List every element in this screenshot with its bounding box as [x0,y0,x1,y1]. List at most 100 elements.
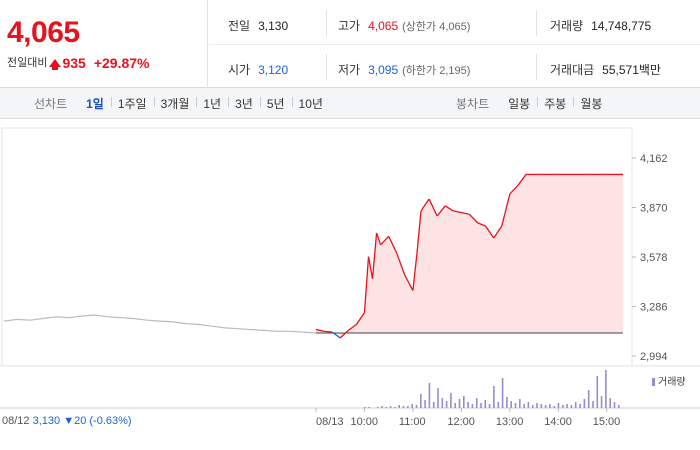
volume-bar [609,398,611,408]
change-percent: +29.87% [93,55,150,71]
quote-header: 4,065 전일대비 935 +29.87% 전일 3,130 시가 3,120 고가 4… [0,0,700,88]
volume-bar [574,402,577,408]
prev-date: 08/12 [2,415,30,427]
volume-bar [553,406,555,408]
tab-range-4[interactable]: 3년 [228,95,260,112]
tab-range-1[interactable]: 1주일 [110,95,154,112]
volume-bar [389,406,392,408]
tab-range-0[interactable]: 1일 [86,96,104,111]
volume-bar [587,390,590,408]
volume-bar [583,399,586,408]
today-series-segment [416,210,422,254]
volume-bar [454,403,456,408]
volume-bar [445,401,448,408]
tab-range-2[interactable]: 3개월 [153,95,197,112]
volume-swatch [652,378,655,386]
y-tick-label: 3,286 [640,302,668,314]
volume-bar [402,406,405,408]
today-series-segment [315,328,325,332]
volume-bar [376,407,379,408]
volume-bar [415,405,418,408]
stats-separator [326,10,327,36]
y-tick-label: 3,578 [640,252,668,264]
tab-range-5[interactable]: 5년 [259,95,292,112]
volume-bar [364,407,366,408]
y-tick-label: 3,870 [640,203,668,215]
x-tick-label: 14:00 [544,416,572,428]
volume-bar [385,407,388,408]
today-series-segment [461,211,470,215]
candle-chart-tabs: 봉차트 일봉 주봉 월봉 [456,88,609,118]
volume-bar [428,383,431,408]
volume-bar [596,376,599,408]
tab-range-3[interactable]: 1년 [196,95,228,112]
volume-bar [398,405,400,408]
stats-separator [326,54,327,80]
stat-value: 14,748,775 [591,19,652,33]
volume-bar [557,403,560,408]
volume-bar [544,405,547,408]
today-series-segment [509,185,519,195]
volume-bar [501,378,504,408]
volume-bar [605,370,607,408]
y-tick-label: 4,162 [640,153,668,165]
volume-bar [424,400,426,408]
stat-value: 4,065 [368,19,399,33]
prev-day-line [3,314,317,334]
prev-pct: (-0.63%) [89,415,132,427]
stat-value: 3,095 [368,63,399,77]
volume-bar [484,400,487,408]
up-arrow-icon [49,59,62,70]
today-series-segment [444,205,454,212]
today-series-segment [331,331,341,339]
tab-candle-1[interactable]: 주봉 [537,95,573,112]
x-tick-label: 13:00 [496,416,524,428]
volume-bar [480,403,482,408]
today-series-segment [477,222,486,227]
volume-bar [536,403,538,408]
volume-bar [407,406,409,408]
y-tick-label: 2,994 [640,351,668,363]
stat-label: 시가 [228,63,251,77]
today-series-segment [468,213,479,224]
price-box: 4,065 전일대비 935 +29.87% [0,0,208,88]
stat-label: 고가 [338,19,361,33]
stat-value: 3,120 [258,63,289,77]
volume-bar [493,386,495,408]
stat-label: 저가 [338,63,361,77]
tab-candle-2[interactable]: 월봉 [573,95,609,112]
today-series-segment [501,193,511,227]
today-series-segment [388,236,398,254]
stat-value: 55,571 [602,63,639,77]
stat-sub: (하한가 2,195) [402,65,471,77]
today-series-segment [517,174,527,186]
tab-range-6[interactable]: 10년 [291,95,330,112]
today-series-segment [355,312,365,325]
volume-bar [570,405,573,408]
stat-low: 저가 3,095 (하한가 2,195) [338,61,470,78]
today-series-segment [404,275,414,291]
volume-bar [600,396,603,408]
volume-bar [531,405,534,408]
today-series-segment [367,256,374,279]
prev-day-summary: 08/12 3,130 ▼20 (-0.63%) [2,415,132,427]
chart-tab-bar: 선차트 1일 1주일 3개월 1년 3년 5년 10년 봉차트 일봉 주봉 월봉 [0,88,700,119]
volume-legend: 거래량 [652,373,686,388]
volume-bar [441,398,444,408]
volume-bar [420,394,422,408]
stats-divider [209,44,700,45]
change-label: 전일대비 [7,57,48,69]
volume-bar [488,404,491,408]
volume-bar [437,388,439,408]
volume-bar [592,401,594,408]
volume-legend-label: 거래량 [658,377,686,388]
today-series-segment [371,232,378,279]
today-line [315,173,623,339]
tab-candle-0[interactable]: 일봉 [508,96,531,111]
stat-high: 고가 4,065 (상한가 4,065) [338,17,470,34]
volume-bars [364,370,620,408]
today-area-fill [316,174,623,338]
stat-volume: 거래량 14,748,775 [550,17,651,34]
stat-sub: (상한가 4,065) [402,21,471,33]
stat-prev-close: 전일 3,130 [228,17,288,34]
